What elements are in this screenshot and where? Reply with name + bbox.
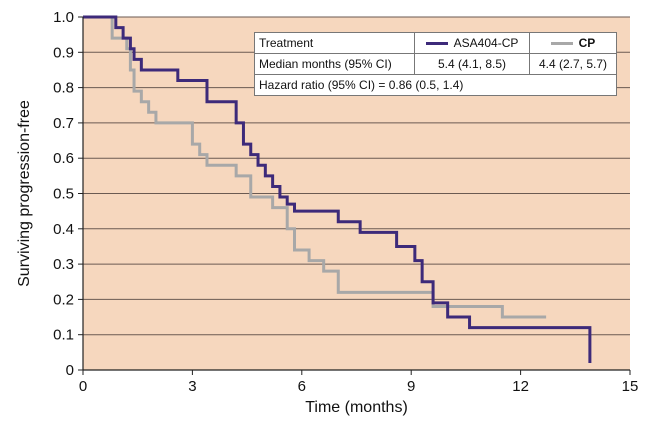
y-tick-label: 0.2 xyxy=(53,291,74,308)
legend-header: Treatment xyxy=(253,32,416,54)
legend-arm2-label: CP xyxy=(578,36,596,50)
legend-swatch-arm2 xyxy=(550,42,573,46)
y-tick-label: 0.6 xyxy=(53,150,74,167)
x-tick-label: 9 xyxy=(407,378,415,395)
series-layer xyxy=(83,15,592,363)
median-arm1: 5.4 (4.1, 8.5) xyxy=(414,53,530,75)
hazard-ratio: Hazard ratio (95% CI) = 0.86 (0.5, 1.4) xyxy=(254,74,617,96)
y-tick-label: 1.0 xyxy=(53,9,74,26)
x-tick-label: 3 xyxy=(188,378,196,395)
x-tick-label: 12 xyxy=(512,378,529,395)
median-arm2: 4.4 (2.7, 5.7) xyxy=(528,53,618,75)
x-tick-label: 0 xyxy=(79,378,87,395)
y-tick-label: 0.8 xyxy=(53,80,74,97)
legend-arm1: ASA404-CP xyxy=(414,32,530,54)
legend-table: Treatment ASA404-CP CP Median months (95… xyxy=(253,32,618,96)
x-tick-label: 15 xyxy=(622,378,639,395)
y-tick-label: 0.4 xyxy=(53,221,74,238)
legend-arm2: CP xyxy=(528,32,618,54)
y-axis-title: Surviving progression-free xyxy=(16,100,33,287)
y-tick-label: 0.7 xyxy=(53,115,74,132)
y-tick-label: 0.5 xyxy=(53,186,74,203)
series-line-asa404-cp xyxy=(83,15,592,363)
median-label: Median months (95% CI) xyxy=(253,53,416,75)
legend-arm1-label: ASA404-CP xyxy=(453,36,519,50)
axes: 0 0.1 0.2 0.3 0.4 0.5 0.6 0.7 0.8 0.9 1.0 0 3 6 9 12 15 xyxy=(53,9,638,395)
gridlines xyxy=(83,16,630,336)
legend-swatch-arm1 xyxy=(425,42,448,46)
y-tick-label: 0.9 xyxy=(53,44,74,61)
y-tick-label: 0 xyxy=(66,362,74,379)
y-tick-label: 0.3 xyxy=(53,256,74,273)
series-line-cp xyxy=(83,15,547,319)
x-axis-title: Time (months) xyxy=(305,399,408,416)
x-tick-label: 6 xyxy=(298,378,306,395)
y-tick-label: 0.1 xyxy=(53,327,74,344)
